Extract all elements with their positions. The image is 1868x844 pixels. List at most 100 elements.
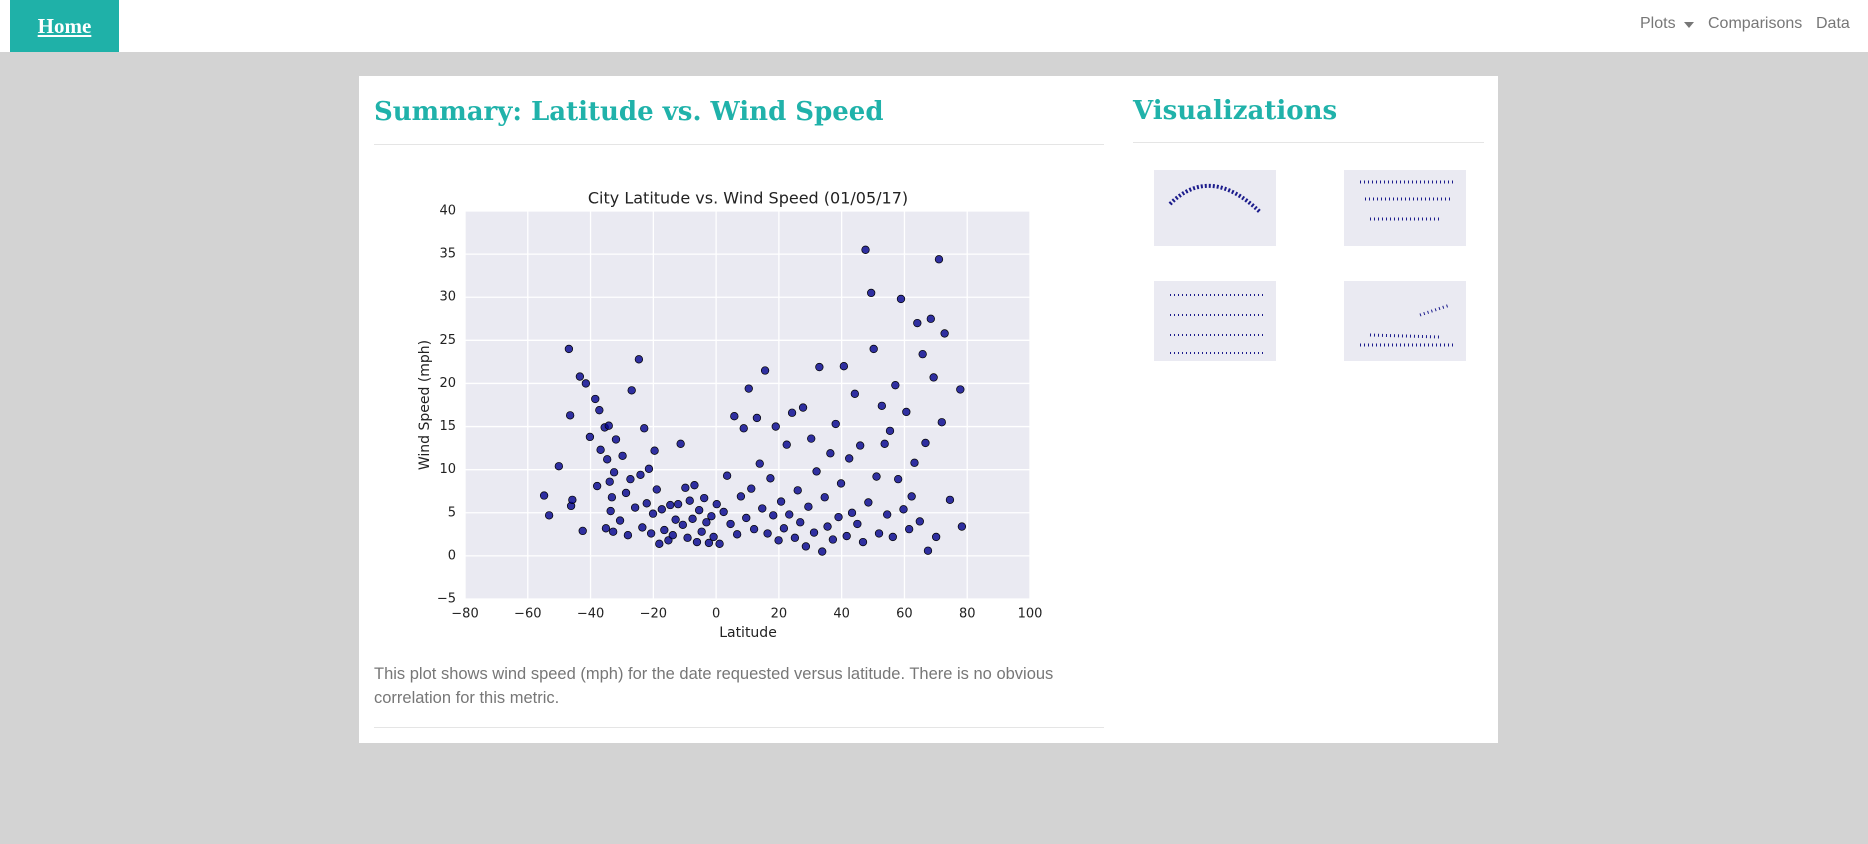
x-tick-label: 0	[712, 607, 720, 622]
chart-title: City Latitude vs. Wind Speed (01/05/17)	[588, 189, 908, 208]
x-tick-label: 100	[1018, 607, 1043, 622]
point	[940, 329, 949, 338]
point	[782, 440, 791, 449]
point	[867, 288, 876, 298]
point	[850, 389, 859, 398]
divider	[374, 727, 1104, 728]
divider	[374, 144, 1104, 145]
point	[652, 485, 661, 494]
point	[650, 446, 659, 455]
point	[787, 408, 797, 417]
point	[626, 475, 635, 484]
point	[688, 514, 697, 523]
point	[554, 462, 564, 471]
point	[592, 481, 602, 491]
x-tick-label: 60	[896, 607, 913, 622]
point	[606, 506, 615, 516]
x-tick-label: 20	[771, 607, 788, 622]
point	[655, 539, 664, 548]
point	[732, 530, 742, 539]
point	[790, 533, 800, 542]
point	[826, 449, 835, 458]
plot-area	[465, 211, 1030, 599]
point	[874, 529, 884, 538]
point	[660, 525, 669, 535]
point	[642, 499, 651, 508]
point	[712, 500, 721, 509]
point	[636, 470, 645, 479]
brand-link[interactable]: Home	[10, 0, 119, 52]
summary-heading: Summary: Latitude vs. Wind Speed	[374, 97, 884, 127]
thumbnail[interactable]	[1330, 275, 1471, 372]
point	[648, 509, 658, 518]
y-axis-label: Wind Speed (mph)	[417, 340, 433, 470]
y-tick-label: 35	[439, 247, 456, 262]
point	[815, 362, 824, 372]
point	[763, 529, 772, 538]
point	[690, 481, 699, 490]
point	[630, 503, 640, 512]
point	[766, 474, 775, 483]
point	[539, 491, 549, 500]
nav-link[interactable]: Comparisons	[1708, 15, 1803, 32]
point	[905, 525, 914, 534]
point	[678, 520, 687, 529]
point	[657, 505, 666, 514]
y-tick-label: −5	[437, 592, 456, 607]
point	[747, 484, 756, 493]
point	[585, 432, 595, 442]
point	[823, 522, 832, 531]
x-tick-label: 80	[959, 607, 976, 622]
point	[926, 314, 935, 323]
thumbnail[interactable]	[1140, 275, 1280, 372]
point	[883, 510, 892, 519]
point	[609, 468, 619, 477]
x-tick-label: −20	[640, 607, 667, 622]
point	[722, 471, 732, 480]
point	[609, 527, 618, 536]
point	[918, 349, 927, 359]
point	[934, 255, 944, 264]
thumbnail[interactable]	[1140, 164, 1280, 257]
point	[685, 496, 694, 505]
nav-link[interactable]: Data	[1816, 15, 1850, 32]
point	[779, 524, 789, 533]
point	[828, 535, 838, 544]
point	[666, 500, 675, 510]
point	[607, 493, 617, 502]
point	[820, 493, 829, 502]
point	[896, 294, 906, 304]
point	[809, 528, 819, 537]
point	[910, 458, 919, 467]
point	[709, 532, 718, 542]
nav-link[interactable]: Plots	[1640, 15, 1676, 32]
point	[568, 495, 577, 504]
point	[921, 438, 930, 448]
thumbnail[interactable]	[1330, 164, 1471, 257]
point	[623, 531, 633, 540]
point	[864, 498, 873, 507]
point	[877, 401, 886, 411]
y-tick-label: 15	[439, 419, 456, 434]
point	[578, 526, 587, 536]
sidebar-heading: Visualizations	[1133, 96, 1338, 126]
point	[581, 379, 590, 388]
point	[700, 493, 709, 503]
point	[715, 539, 724, 548]
x-tick-label: 40	[833, 607, 850, 622]
point	[681, 483, 690, 492]
point	[885, 426, 895, 436]
point	[899, 505, 908, 514]
point	[869, 344, 878, 354]
point	[858, 537, 868, 547]
point	[796, 518, 805, 527]
point	[544, 511, 554, 520]
point	[671, 515, 680, 524]
point	[683, 533, 692, 542]
point	[776, 497, 786, 506]
point	[847, 508, 857, 517]
y-tick-label: 20	[439, 376, 456, 391]
point	[615, 516, 625, 525]
point	[785, 510, 794, 519]
